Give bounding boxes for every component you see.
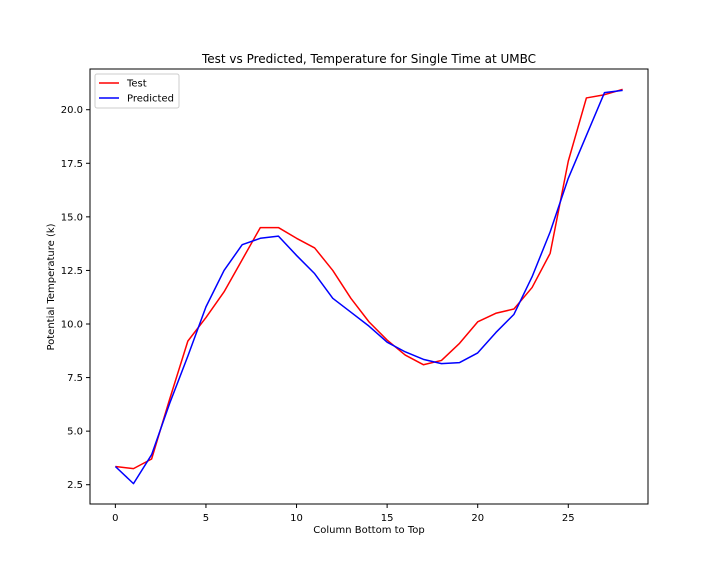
y-tick-label: 15.0	[61, 212, 83, 223]
chart-title: Test vs Predicted, Temperature for Singl…	[201, 52, 536, 66]
y-tick-label: 20.0	[61, 105, 83, 116]
x-tick-label: 25	[562, 513, 575, 524]
y-axis-ticks: 2.5 5.0 7.5 10.0 12.5 15.0 17.5 20.0	[61, 105, 90, 491]
y-tick-label: 17.5	[61, 159, 83, 170]
legend-label-predicted: Predicted	[127, 94, 174, 105]
series-line-predicted	[114, 89, 623, 485]
series-layer	[114, 88, 623, 485]
y-tick-label: 10.0	[61, 320, 83, 331]
x-axis-ticks: 0 5 10 15 20 25	[112, 504, 575, 524]
x-tick-label: 0	[112, 513, 118, 524]
x-tick-label: 15	[381, 513, 394, 524]
y-tick-label: 2.5	[67, 480, 83, 491]
y-tick-label: 7.5	[67, 373, 83, 384]
x-tick-label: 10	[290, 513, 303, 524]
plot-area-frame	[89, 68, 649, 505]
series-line-test	[115, 88, 623, 470]
y-tick-label: 5.0	[67, 427, 83, 438]
legend-label-test: Test	[126, 79, 147, 90]
x-tick-label: 5	[203, 513, 209, 524]
y-tick-label: 12.5	[61, 266, 83, 277]
legend: Test Predicted	[94, 73, 180, 109]
x-axis-label: Column Bottom to Top	[313, 525, 424, 536]
y-axis-label: Potential Temperature (k)	[46, 223, 57, 350]
x-tick-label: 20	[471, 513, 484, 524]
